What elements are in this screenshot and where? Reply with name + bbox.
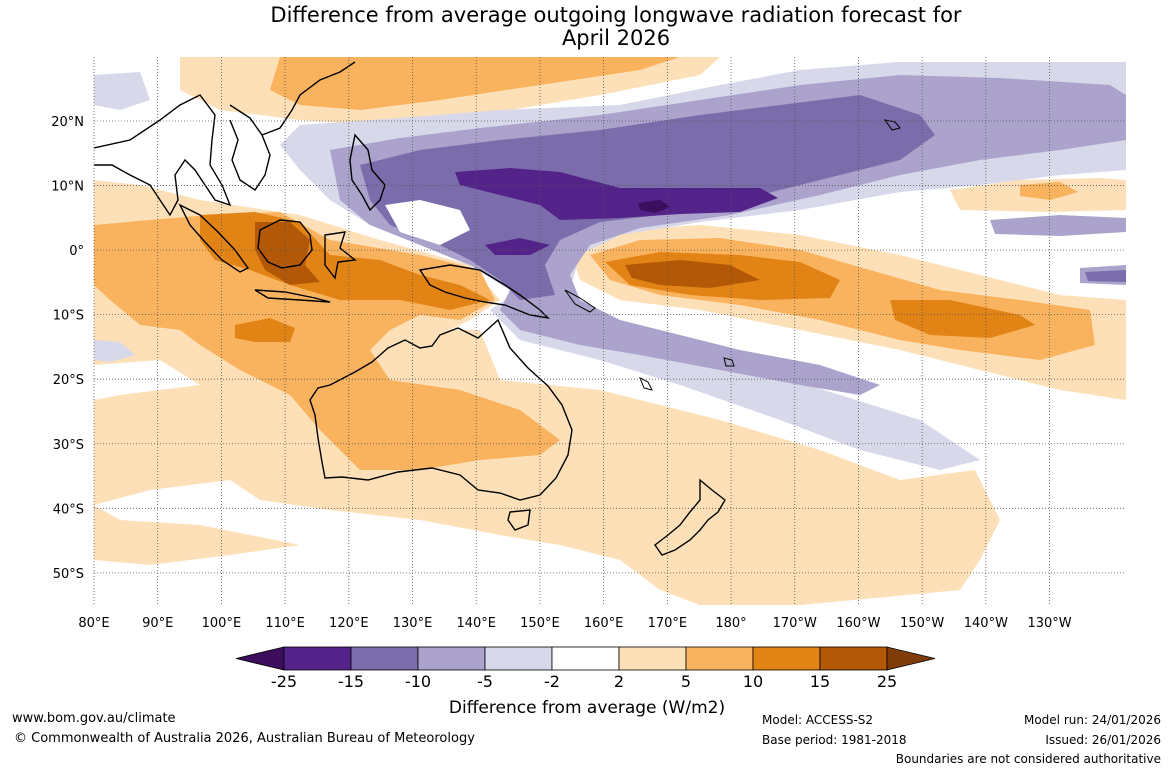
colorbar-segment: [618, 646, 687, 671]
longitude-label: 80°E: [78, 616, 109, 631]
latitude-label: 20°N: [51, 115, 84, 130]
coastline-tasmania: [507, 509, 531, 531]
longitude-label: 180°: [715, 616, 746, 631]
latitude-label: 40°S: [53, 502, 84, 517]
longitude-label: 150°W: [900, 616, 944, 631]
coastline-asia-mainland: [94, 61, 356, 217]
colorbar-segment: [417, 646, 486, 671]
colorbar-arrow-low: [235, 646, 285, 671]
longitude-labels: 80°E 90°E 100°E 110°E 120°E 130°E 140°E 150°E 16…: [78, 616, 1071, 631]
colorbar: -25 -15 -10 -5 -2 2 5 10 15 25: [235, 646, 936, 691]
positive-anomaly-5-10-small: [1020, 182, 1078, 200]
colorbar-tick-label: 2: [614, 672, 624, 691]
colorbar-tick-label: -25: [271, 672, 297, 691]
negative-anomaly-15-25: [455, 168, 778, 255]
coastline-pacific-islands: [564, 119, 901, 391]
latitude-label: 0°: [69, 244, 84, 259]
white-gap-equator: [385, 200, 470, 245]
positive-anomaly-5-10-north: [270, 57, 680, 110]
positive-anomaly-15-25-west: [255, 222, 320, 285]
latitude-label: 10°S: [53, 309, 84, 324]
latitude-labels: 20°N 10°N 0° 10°S 20°S 30°S 40°S 50°S: [51, 115, 84, 582]
longitude-label: 160°E: [584, 616, 624, 631]
coastline-new-zealand: [654, 478, 726, 556]
colorbar-segment: [484, 646, 553, 671]
anomaly-field: [94, 57, 1126, 605]
colorbar-tick-label: 25: [877, 672, 897, 691]
map-title: Difference from average outgoing longwav…: [0, 4, 1173, 50]
longitude-label: 130°E: [393, 616, 433, 631]
longitude-label: 90°E: [142, 616, 173, 631]
longitude-label: 160°W: [836, 616, 880, 631]
latitude-label: 10°N: [51, 180, 84, 195]
colorbar-segment: [551, 646, 620, 671]
longitude-label: 150°E: [520, 616, 560, 631]
coastline-borneo: [257, 219, 313, 269]
model-name: Model: ACCESS-S2: [762, 713, 874, 727]
longitude-label: 140°E: [456, 616, 496, 631]
positive-anomaly-15-25-pacific: [625, 260, 760, 288]
colorbar-tick-label: -5: [477, 672, 493, 691]
colorbar-tick-label: -2: [544, 672, 560, 691]
graticule: [93, 57, 1126, 605]
latitude-label: 30°S: [53, 438, 84, 453]
base-period: Base period: 1981-2018: [762, 733, 907, 747]
colorbar-tick-label: 15: [810, 672, 830, 691]
website-link[interactable]: www.bom.gov.au/climate: [12, 711, 176, 726]
title-line-2: April 2026: [561, 26, 671, 50]
negative-anomaly-below-25: [638, 200, 670, 213]
positive-anomaly-10-15-sumatra: [235, 318, 295, 342]
negative-anomaly-indian: [94, 72, 150, 362]
colorbar-tick-label: -10: [405, 672, 431, 691]
colorbar-label: Difference from average (W/m2): [449, 698, 725, 718]
longitude-label: 110°E: [265, 616, 305, 631]
negative-anomaly-nepacific-dark: [1085, 270, 1126, 282]
southern-gap-2: [94, 360, 200, 400]
issued-date: Issued: 26/01/2026: [1045, 733, 1161, 747]
longitude-label: 170°E: [648, 616, 688, 631]
title-line-1: Difference from average outgoing longwav…: [270, 3, 962, 27]
colorbar-tick-label: 5: [681, 672, 691, 691]
colorbar-tick-label: -15: [338, 672, 364, 691]
model-run: Model run: 24/01/2026: [1023, 713, 1161, 727]
coastline-philippines: [349, 133, 386, 212]
negative-anomaly-nepacific-band: [990, 215, 1126, 285]
longitude-label: 120°E: [329, 616, 369, 631]
copyright-text: © Commonwealth of Australia 2026, Austra…: [14, 731, 475, 746]
coastline-australia: [309, 318, 573, 501]
longitude-label: 170°W: [773, 616, 817, 631]
colorbar-segment: [350, 646, 419, 671]
longitude-label: 140°W: [964, 616, 1008, 631]
colorbar-tick-label: 10: [743, 672, 763, 691]
latitude-label: 20°S: [53, 373, 84, 388]
southern-gap: [94, 480, 700, 605]
longitude-label: 130°W: [1027, 616, 1071, 631]
longitude-label: 100°E: [202, 616, 242, 631]
colorbar-segment: [283, 646, 352, 671]
colorbar-arrow-high: [886, 646, 936, 671]
boundary-disclaimer: Boundaries are not considered authoritat…: [895, 752, 1161, 766]
colorbar-segment: [819, 646, 888, 671]
colorbar-segment: [685, 646, 754, 671]
positive-anomaly-5-10-west: [94, 212, 560, 470]
colorbar-segment: [752, 646, 821, 671]
coastline-new-guinea: [418, 264, 551, 320]
coastline-sulawesi: [324, 231, 357, 280]
coastline-sumatra: [178, 203, 250, 273]
latitude-label: 50°S: [53, 567, 84, 582]
coastlines: [94, 61, 901, 556]
